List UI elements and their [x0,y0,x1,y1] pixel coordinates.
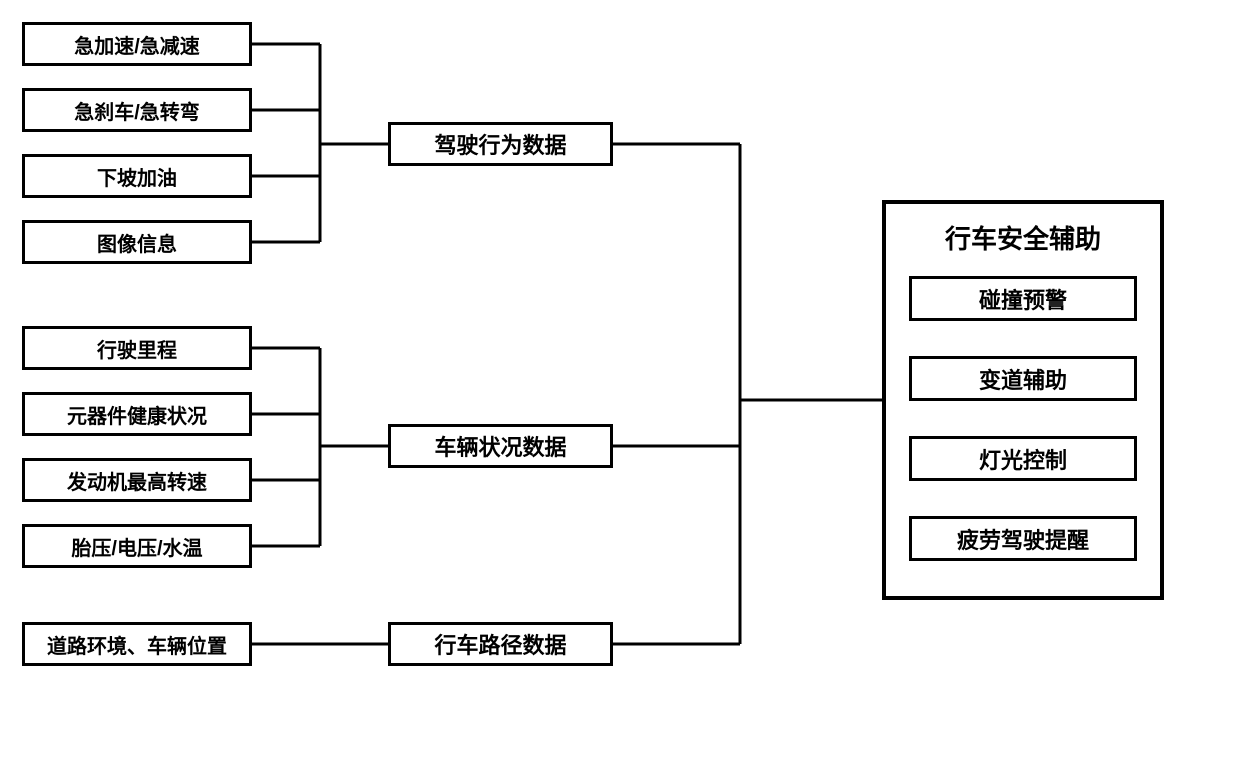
leftbox-downhill: 下坡加油 [22,154,252,198]
midbox-vehicle: 车辆状况数据 [388,424,613,468]
rightbox-lanechange-label: 变道辅助 [979,363,1067,395]
leftbox-brake: 急刹车/急转弯 [22,88,252,132]
rightbox-collision: 碰撞预警 [909,276,1137,321]
leftbox-engine: 发动机最高转速 [22,458,252,502]
rightbox-lanechange: 变道辅助 [909,356,1137,401]
leftbox-road: 道路环境、车辆位置 [22,622,252,666]
midbox-driving-label: 驾驶行为数据 [434,128,566,160]
leftbox-tire-label: 胎压/电压/水温 [71,532,202,561]
leftbox-engine-label: 发动机最高转速 [67,466,207,495]
rightbox-light-label: 灯光控制 [979,443,1067,475]
right-panel-title: 行车安全辅助 [945,219,1101,256]
rightbox-collision-label: 碰撞预警 [979,283,1067,315]
leftbox-tire: 胎压/电压/水温 [22,524,252,568]
leftbox-image: 图像信息 [22,220,252,264]
rightbox-fatigue-label: 疲劳驾驶提醒 [957,523,1089,555]
leftbox-accel: 急加速/急减速 [22,22,252,66]
midbox-driving: 驾驶行为数据 [388,122,613,166]
leftbox-mileage-label: 行驶里程 [97,334,177,363]
leftbox-downhill-label: 下坡加油 [97,162,177,191]
leftbox-mileage: 行驶里程 [22,326,252,370]
midbox-route: 行车路径数据 [388,622,613,666]
leftbox-image-label: 图像信息 [97,228,177,257]
leftbox-component-label: 元器件健康状况 [67,400,207,429]
rightbox-fatigue: 疲劳驾驶提醒 [909,516,1137,561]
midbox-vehicle-label: 车辆状况数据 [434,430,566,462]
leftbox-component: 元器件健康状况 [22,392,252,436]
leftbox-road-label: 道路环境、车辆位置 [47,630,227,659]
midbox-route-label: 行车路径数据 [434,628,566,660]
rightbox-light: 灯光控制 [909,436,1137,481]
right-panel: 行车安全辅助 碰撞预警 变道辅助 灯光控制 疲劳驾驶提醒 [882,200,1164,600]
leftbox-accel-label: 急加速/急减速 [74,30,200,59]
leftbox-brake-label: 急刹车/急转弯 [74,96,200,125]
